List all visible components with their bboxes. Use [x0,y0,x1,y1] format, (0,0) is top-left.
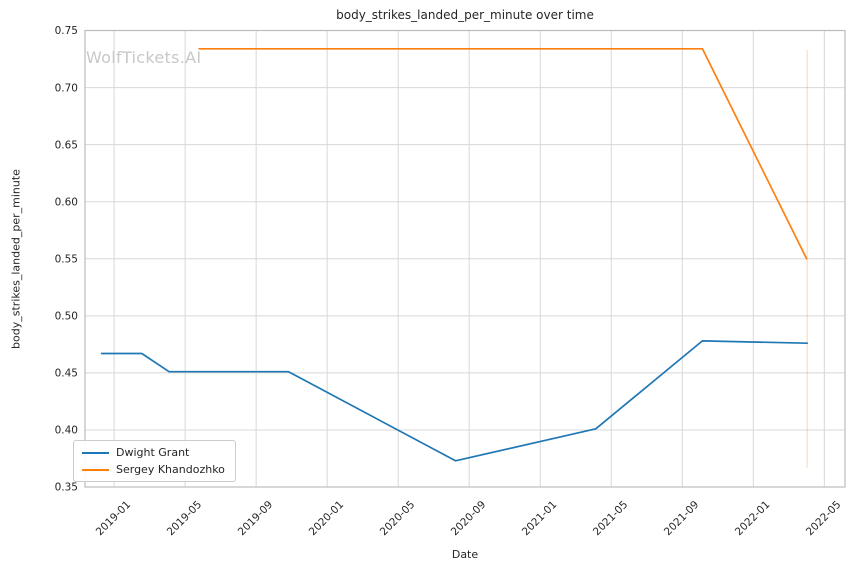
y-tick-label: 0.55 [55,253,78,265]
x-tick-label: 2019-05 [165,499,205,539]
legend-line-swatch [82,451,109,454]
legend-line-swatch [82,468,109,471]
y-tick-label: 0.65 [55,139,78,151]
y-axis-label: body_strikes_landed_per_minute [9,169,23,349]
x-tick-label: 2020-09 [449,499,489,539]
x-tick-label: 2019-09 [236,499,276,539]
y-tick-label: 0.75 [55,25,78,37]
legend: Dwight Grant Sergey Khandozhko [73,440,236,482]
legend-item-dwight-grant: Dwight Grant [82,446,225,459]
x-tick-label: 2019-01 [94,499,134,539]
series-line-sergey-khandozhko [198,47,808,260]
x-tick-label: 2020-01 [307,499,347,539]
x-tick-label: 2021-09 [662,499,702,539]
watermark-text: WolfTickets.AI [86,48,202,67]
x-axis-label: Date [451,548,479,561]
x-tick-label: 2022-05 [804,499,844,539]
x-tick-label: 2020-05 [378,499,418,539]
x-tick-label: 2021-01 [520,499,560,539]
y-tick-label: 0.70 [55,82,78,94]
series-line-dwight-grant [100,340,809,462]
legend-label: Sergey Khandozhko [116,463,225,476]
legend-item-sergey-khandozhko: Sergey Khandozhko [82,463,225,476]
legend-label: Dwight Grant [116,446,190,459]
y-tick-label: 0.35 [55,482,78,494]
y-tick-label: 0.60 [55,196,78,208]
x-tick-label: 2022-01 [733,499,773,539]
plot-frame [84,29,846,488]
y-tick-label: 0.50 [55,311,78,323]
x-tick-label: 2021-05 [591,499,631,539]
y-tick-label: 0.45 [55,368,78,380]
chart-title: body_strikes_landed_per_minute over time [336,8,594,22]
y-tick-label: 0.40 [55,425,78,437]
